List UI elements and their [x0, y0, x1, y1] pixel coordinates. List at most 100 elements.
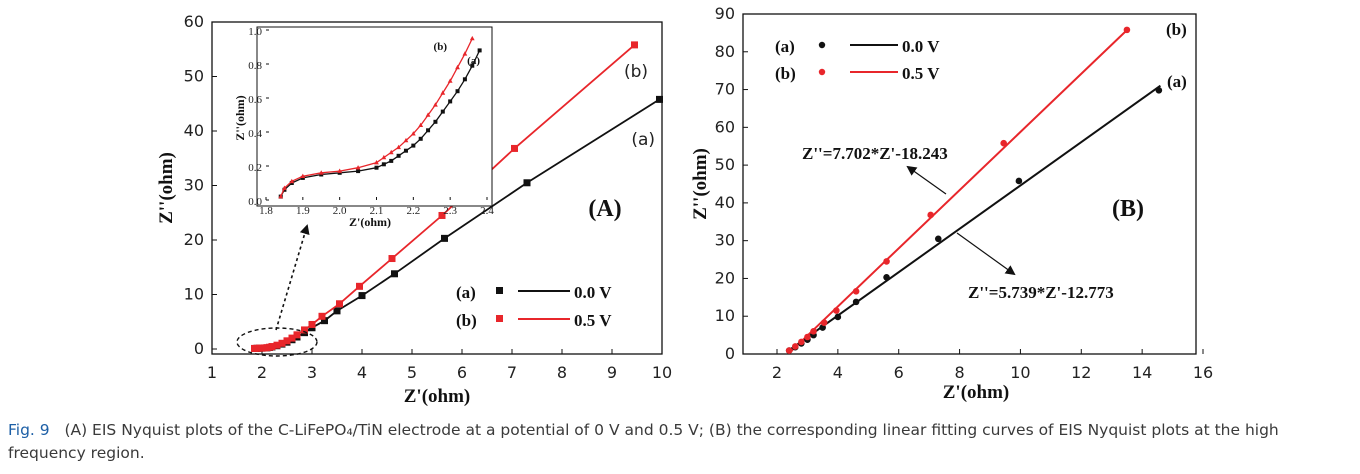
inset-y-tick-label: 0.2	[248, 162, 262, 174]
legend-b-tag-0: (a)	[775, 37, 795, 56]
y-axis-label-a: Z''(ohm)	[156, 152, 177, 224]
inset-data-point-b	[278, 194, 284, 199]
chart-a-y-tick-label: 60	[184, 12, 204, 31]
chart-b-x-tick-label: 6	[894, 363, 904, 382]
inset-frame	[256, 26, 493, 207]
chart-a-y-tick-label: 0	[194, 339, 204, 358]
chart-b-data-point-b	[798, 338, 805, 346]
chart-b-data-point-a	[834, 313, 842, 321]
inset-x-tick-label: 2.1	[370, 205, 384, 217]
chart-b-y-tick-label: 90	[715, 4, 735, 23]
legend-a-tag-0: (a)	[456, 283, 476, 302]
chart-a-data-point-a	[321, 317, 328, 325]
chart-b-y-tick-label: 80	[715, 42, 735, 61]
chart-b-data-point-a	[1015, 177, 1023, 185]
chart-b-y-tick-label: 20	[715, 268, 735, 287]
inset-x-axis-label: Z'(ohm)	[349, 215, 391, 229]
chart-b-y-tick-label: 30	[715, 231, 735, 250]
chart-a-x-tick-label: 5	[407, 363, 417, 382]
inset-data-point-b	[396, 144, 401, 150]
plot-frame-a	[211, 21, 663, 355]
legend-a-tag-1: (b)	[456, 311, 477, 330]
legend-a-label-1: 0.5 V	[574, 311, 612, 330]
inset-y-tick-label: 0.0	[248, 196, 262, 208]
chart-a-x-tick-label: 1	[207, 363, 217, 382]
inset-data-point-a	[374, 165, 379, 170]
legend-a-label-0: 0.0 V	[574, 283, 612, 302]
chart-b-data-point-b	[927, 211, 934, 219]
inset-data-point-a	[440, 109, 445, 114]
panel-label-b: (B)	[1112, 196, 1144, 222]
chart-a-data-point-b	[318, 312, 326, 320]
inset-data-point-a	[389, 158, 394, 163]
chart-b-x-tick-label: 2	[772, 363, 782, 382]
inset-data-point-a	[403, 148, 408, 153]
legend-a-marker-1	[496, 315, 503, 322]
chart-a-x-tick-label: 4	[357, 363, 367, 382]
caption-text: (A) EIS Nyquist plots of the C-LiFePO₄/T…	[8, 421, 1279, 462]
inset-y-tick-label: 0.8	[248, 60, 262, 72]
legend-b-marker-1	[818, 68, 826, 76]
legend-a-marker-0	[496, 287, 503, 294]
chart-b-data-point-b	[804, 333, 811, 341]
x-axis-label-a: Z'(ohm)	[404, 386, 471, 407]
panel-label-a: (A)	[588, 196, 621, 222]
inset-data-point-b	[425, 112, 431, 117]
chart-b-data-point-a	[934, 235, 942, 243]
inset-data-point-b	[289, 178, 295, 184]
inset-x-tick-label: 1.8	[259, 205, 273, 217]
inset-data-point-a	[477, 48, 482, 53]
chart-b-y-tick-label: 60	[715, 117, 735, 136]
plot-frame-b	[742, 13, 1197, 355]
chart-a-y-tick-label: 10	[184, 285, 204, 304]
legend-b-label-1: 0.5 V	[902, 64, 940, 83]
chart-b-y-tick-label: 50	[715, 155, 735, 174]
chart-b-data-point-a	[1155, 87, 1163, 94]
chart-a-data-point-a	[333, 307, 341, 315]
inset-data-point-a	[381, 162, 386, 167]
chart-b-data-point-b	[883, 258, 890, 265]
chart-a-data-point-b	[293, 331, 301, 339]
chart-a-data-point-b	[283, 337, 291, 345]
chart-b-data-point-b	[810, 328, 817, 335]
legend-b-tag-1: (b)	[775, 64, 796, 83]
chart-b-y-tick-label: 40	[715, 193, 735, 212]
inset-data-point-a	[448, 99, 453, 104]
chart-a-data-point-b	[288, 334, 296, 342]
chart-b-x-tick-label: 12	[1071, 363, 1091, 382]
inset-data-point-a	[462, 77, 467, 82]
legend-b-label-0: 0.0 V	[902, 37, 940, 56]
chart-b-x-tick-label: 8	[954, 363, 964, 382]
chart-a-x-tick-label: 3	[307, 363, 317, 382]
chart-a-data-point-b	[273, 341, 281, 349]
inset-data-point-b	[447, 78, 453, 83]
chart-a-y-tick-label: 40	[184, 121, 204, 140]
inset-data-point-a	[356, 169, 361, 174]
inset-data-point-a	[396, 153, 401, 158]
legend-b: (a) 0.0 V (b) 0.5 V	[775, 37, 940, 83]
chart-a-y-tick-label: 20	[184, 230, 204, 249]
chart-a-data-point-b	[356, 282, 363, 290]
chart-a-data-point-a	[441, 234, 448, 242]
curve-label-a-b: (b)	[624, 62, 648, 82]
caption-label: Fig. 9	[8, 421, 50, 439]
chart-a-data-point-a	[358, 292, 366, 300]
inset-data-point-b	[374, 160, 379, 165]
inset-curve-label-a: (a)	[467, 55, 480, 67]
inset-data-point-a	[470, 63, 475, 68]
chart-a-x-tick-label: 2	[257, 363, 267, 382]
chart-b-x-tick-label: 16	[1193, 363, 1213, 382]
chart-b-data-point-b	[852, 287, 860, 295]
chart-a-x-tick-label: 8	[557, 363, 567, 382]
inset-data-point-b	[318, 170, 324, 175]
chart-a-data-point-a	[391, 270, 398, 278]
inset-data-point-b	[337, 168, 343, 173]
chart-b-x-tick-label: 4	[833, 363, 843, 382]
chart-b-data-point-b	[785, 347, 793, 354]
inset-x-tick-label: 2.2	[406, 205, 420, 217]
inset-y-tick-label: 1.0	[248, 26, 262, 38]
inset-y-tick-label: 0.6	[248, 94, 262, 106]
inset-data-point-b	[355, 165, 361, 170]
chart-a-y-tick-label: 50	[184, 67, 204, 86]
